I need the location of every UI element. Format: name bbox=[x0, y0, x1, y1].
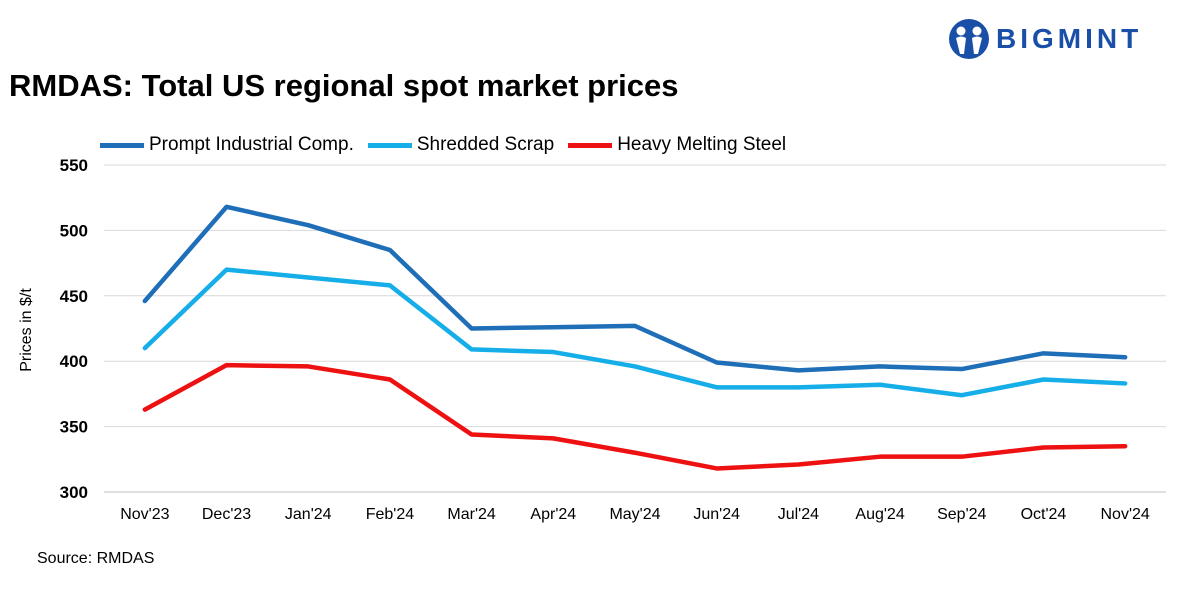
legend-swatch bbox=[367, 142, 412, 148]
x-tick-label: Mar'24 bbox=[447, 506, 496, 523]
x-tick-label: Dec'23 bbox=[202, 506, 251, 523]
bigmint-logo-icon bbox=[949, 19, 989, 59]
legend-swatch bbox=[100, 142, 144, 148]
y-tick-label: 500 bbox=[60, 221, 88, 240]
y-tick-label: 450 bbox=[60, 287, 88, 306]
legend-swatch bbox=[568, 142, 613, 148]
x-tick-label: Sep'24 bbox=[937, 506, 986, 523]
source-note: Source: RMDAS bbox=[37, 550, 155, 567]
series-line-0 bbox=[142, 204, 1128, 373]
chart-title: RMDAS: Total US regional spot market pri… bbox=[9, 68, 679, 103]
x-tick-label: Oct'24 bbox=[1021, 506, 1067, 523]
y-tick-label: 350 bbox=[60, 418, 88, 437]
y-tick-label: 550 bbox=[60, 156, 88, 175]
x-tick-label: Jul'24 bbox=[778, 506, 819, 523]
y-tick-label: 300 bbox=[60, 483, 88, 502]
legend-item-shredded: Shredded Scrap bbox=[367, 134, 555, 156]
y-tick-label: 400 bbox=[60, 352, 88, 371]
x-tick-label: May'24 bbox=[609, 506, 660, 523]
legend-label: Heavy Melting Steel bbox=[617, 134, 787, 155]
legend-label: Prompt Industrial Comp. bbox=[149, 134, 354, 155]
y-axis-label: Prices in $/t bbox=[18, 288, 35, 372]
x-tick-label: Nov'23 bbox=[120, 506, 169, 523]
logo-text: BIGMINT bbox=[996, 23, 1143, 54]
x-tick-label: Jan'24 bbox=[285, 506, 332, 523]
series-line-1 bbox=[142, 267, 1128, 398]
x-tick-label: Nov'24 bbox=[1100, 506, 1149, 523]
legend-item-hms: Heavy Melting Steel bbox=[568, 134, 786, 156]
legend: Prompt Industrial Comp. Shredded Scrap H… bbox=[100, 134, 800, 156]
x-tick-label: Feb'24 bbox=[366, 506, 415, 523]
x-tick-label: Apr'24 bbox=[530, 506, 576, 523]
x-tick-label: Aug'24 bbox=[855, 506, 904, 523]
x-tick-label: Jun'24 bbox=[693, 506, 740, 523]
legend-item-prompt: Prompt Industrial Comp. bbox=[100, 134, 354, 156]
bigmint-logo: BIGMINT bbox=[948, 18, 1142, 60]
series-line-2 bbox=[142, 362, 1128, 471]
legend-label: Shredded Scrap bbox=[416, 134, 555, 155]
